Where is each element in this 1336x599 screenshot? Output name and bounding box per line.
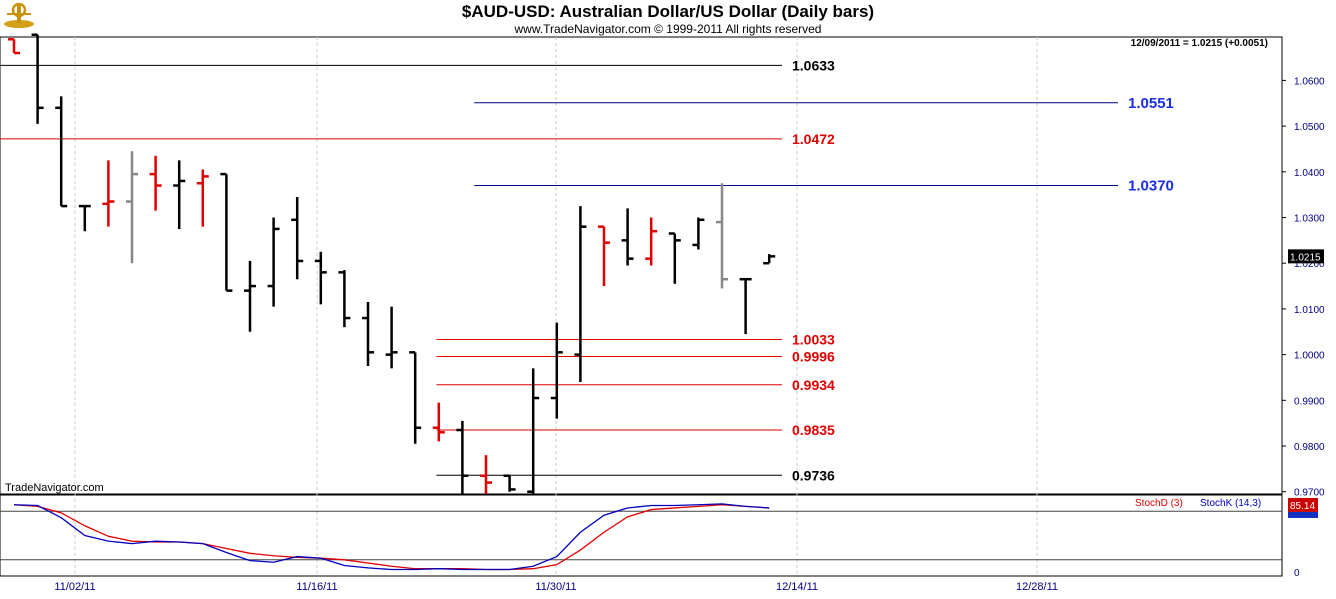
watermark-text: TradeNavigator.com bbox=[5, 482, 104, 494]
ohlc-bar bbox=[598, 225, 610, 287]
ohlc-bar bbox=[621, 208, 634, 266]
stochastic-line bbox=[13, 504, 770, 571]
oscillator-panel bbox=[0, 494, 1283, 577]
x-tick-label: 12/14/11 bbox=[776, 581, 818, 593]
oscillator-last-value-label: 85.14 bbox=[1290, 501, 1315, 512]
ohlc-bar bbox=[409, 351, 422, 444]
ohlc-bar bbox=[763, 254, 776, 265]
ohlc-bar bbox=[338, 270, 351, 328]
y-tick-label: 1.0200 bbox=[1294, 259, 1325, 270]
y-tick-label: 1.0500 bbox=[1294, 122, 1325, 133]
y-tick-label: 0.9800 bbox=[1294, 442, 1325, 453]
ohlc-bar bbox=[574, 206, 587, 383]
ohlc-bar bbox=[503, 474, 516, 492]
ohlc-bar bbox=[739, 277, 752, 335]
y-tick-label: 1.0400 bbox=[1294, 168, 1325, 179]
ohlc-bar bbox=[456, 420, 469, 494]
level-label: 1.0370 bbox=[1128, 178, 1174, 195]
x-tick-label: 11/16/11 bbox=[296, 581, 337, 593]
level-label: 0.9934 bbox=[792, 377, 835, 393]
ohlc-bar bbox=[149, 155, 162, 211]
ohlc-bar bbox=[527, 368, 540, 494]
y-tick-label: 1.0600 bbox=[1294, 76, 1325, 87]
level-label: 1.0633 bbox=[792, 57, 835, 73]
ohlc-bar bbox=[692, 217, 705, 250]
ohlc-bar bbox=[244, 260, 256, 332]
ohlc-bar bbox=[432, 402, 445, 442]
oscillator-y-tick-label: 0 bbox=[1294, 568, 1300, 579]
ohlc-bar bbox=[196, 169, 209, 227]
ohlc-bar bbox=[550, 322, 563, 419]
ohlc-bar bbox=[102, 160, 115, 227]
chart-title: $AUD-USD: Australian Dollar/US Dollar (D… bbox=[461, 2, 875, 21]
x-tick-label: 11/30/11 bbox=[535, 581, 576, 593]
ohlc-bar bbox=[480, 455, 492, 494]
oscillator-stochk-tag bbox=[1288, 511, 1318, 518]
level-label: 0.9835 bbox=[792, 422, 835, 438]
status-text: 12/09/2011 = 1.0215 (+0.0051) bbox=[1131, 38, 1268, 49]
ohlc-bar bbox=[31, 33, 44, 124]
ohlc-bar bbox=[126, 151, 138, 264]
x-tick-label: 12/28/11 bbox=[1016, 581, 1058, 593]
ohlc-bar bbox=[668, 232, 681, 284]
ohlc-bar bbox=[55, 96, 68, 208]
x-tick-label: 11/02/11 bbox=[54, 581, 95, 593]
ohlc-bar bbox=[8, 38, 20, 55]
oscillator-last-value-tag bbox=[1288, 497, 1318, 512]
level-label: 0.9996 bbox=[792, 348, 835, 364]
tradenavigator-logo-icon bbox=[2, 0, 36, 30]
ohlc-bars bbox=[8, 33, 776, 494]
legend-stochd: StochD (3) bbox=[1135, 498, 1183, 509]
level-label: 1.0551 bbox=[1128, 95, 1174, 112]
ohlc-bar bbox=[78, 204, 91, 232]
y-tick-label: 1.0100 bbox=[1294, 305, 1325, 316]
y-tick-label: 0.9900 bbox=[1294, 396, 1325, 407]
level-label: 1.0033 bbox=[792, 332, 835, 348]
y-tick-label: 0.9700 bbox=[1294, 488, 1325, 499]
ohlc-bar bbox=[645, 217, 658, 266]
price-panel bbox=[0, 36, 1283, 495]
ohlc-bar bbox=[291, 196, 304, 280]
ohlc-bar bbox=[385, 306, 398, 369]
chart-subtitle: www.TradeNavigator.com © 1999-2011 All r… bbox=[514, 22, 822, 36]
ohlc-bar bbox=[173, 160, 186, 229]
legend-stochk: StochK (14,3) bbox=[1200, 498, 1261, 509]
ohlc-bar bbox=[362, 302, 374, 367]
ohlc-bar bbox=[314, 251, 327, 305]
ohlc-bar bbox=[267, 217, 280, 307]
level-label: 1.0472 bbox=[792, 131, 835, 147]
y-tick-label: 1.0300 bbox=[1294, 214, 1325, 225]
last-price-tag bbox=[1288, 249, 1324, 264]
stochastic-line bbox=[13, 503, 770, 571]
ohlc-bar bbox=[716, 183, 728, 289]
last-price-label: 1.0215 bbox=[1290, 252, 1321, 263]
ohlc-bar bbox=[220, 172, 233, 292]
level-label: 0.9736 bbox=[792, 467, 835, 483]
y-tick-label: 1.0000 bbox=[1294, 351, 1325, 362]
